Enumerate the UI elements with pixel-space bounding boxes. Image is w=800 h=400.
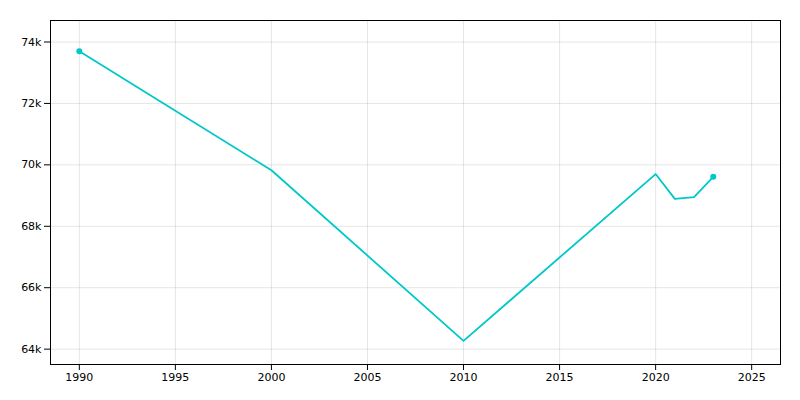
svg-text:1990: 1990 — [65, 371, 93, 384]
svg-text:72k: 72k — [21, 97, 42, 110]
svg-text:68k: 68k — [21, 220, 42, 233]
svg-text:2000: 2000 — [257, 371, 285, 384]
svg-text:64k: 64k — [21, 343, 42, 356]
svg-text:74k: 74k — [21, 36, 42, 49]
svg-text:2020: 2020 — [642, 371, 670, 384]
svg-text:1995: 1995 — [161, 371, 189, 384]
svg-text:2010: 2010 — [450, 371, 478, 384]
svg-text:70k: 70k — [21, 158, 42, 171]
svg-text:66k: 66k — [21, 281, 42, 294]
svg-text:2025: 2025 — [738, 371, 766, 384]
svg-text:2015: 2015 — [546, 371, 574, 384]
svg-text:2005: 2005 — [353, 371, 381, 384]
